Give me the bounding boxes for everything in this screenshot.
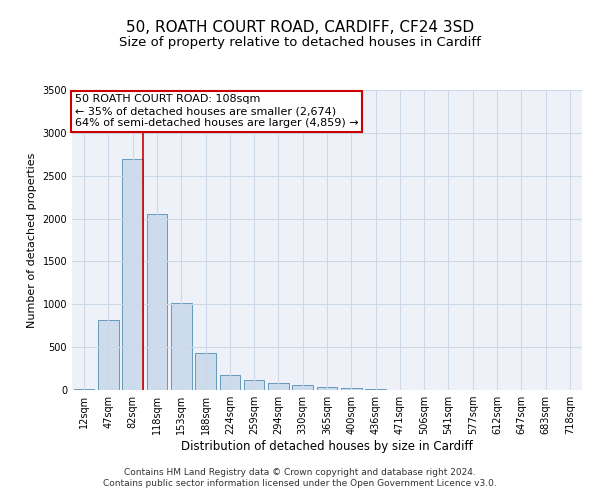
Bar [146, 214, 167, 390]
Bar [244, 380, 265, 390]
Bar [292, 386, 313, 390]
Bar [122, 158, 143, 390]
Text: Contains HM Land Registry data © Crown copyright and database right 2024.
Contai: Contains HM Land Registry data © Crown c… [103, 468, 497, 487]
Bar [220, 376, 240, 390]
Y-axis label: Number of detached properties: Number of detached properties [27, 152, 37, 328]
Bar [171, 304, 191, 390]
Text: 50 ROATH COURT ROAD: 108sqm
← 35% of detached houses are smaller (2,674)
64% of : 50 ROATH COURT ROAD: 108sqm ← 35% of det… [74, 94, 358, 128]
Bar [317, 388, 337, 390]
Bar [341, 388, 362, 390]
Bar [98, 320, 119, 390]
Text: Size of property relative to detached houses in Cardiff: Size of property relative to detached ho… [119, 36, 481, 49]
Bar [268, 383, 289, 390]
Bar [365, 389, 386, 390]
X-axis label: Distribution of detached houses by size in Cardiff: Distribution of detached houses by size … [181, 440, 473, 453]
Text: 50, ROATH COURT ROAD, CARDIFF, CF24 3SD: 50, ROATH COURT ROAD, CARDIFF, CF24 3SD [126, 20, 474, 35]
Bar [74, 389, 94, 390]
Bar [195, 353, 216, 390]
